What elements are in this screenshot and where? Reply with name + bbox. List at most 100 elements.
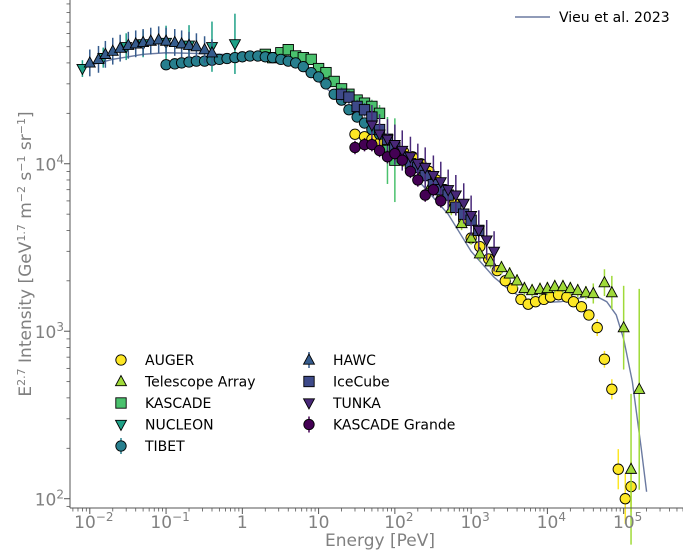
y-tick-label: 102 [35, 488, 64, 511]
legend-item-auger: AUGER [115, 353, 195, 369]
data-point [228, 39, 242, 51]
data-point [366, 139, 378, 151]
x-tick-label: 102 [384, 510, 413, 533]
data-point [435, 195, 447, 207]
data-series-layer [76, 13, 646, 545]
data-point [579, 285, 593, 298]
legend-label: TUNKA [332, 396, 381, 412]
data-point [464, 231, 478, 243]
legend-item-hawc: HAWC [302, 352, 376, 369]
legend-item-tunka: TUNKA [302, 396, 381, 412]
data-point [358, 104, 371, 116]
legend-item-telescope-array: Telescope Array [114, 374, 256, 391]
data-point [396, 154, 408, 166]
series-tunka [365, 105, 501, 272]
axes [69, 0, 683, 509]
data-point [464, 211, 478, 223]
legend-label: IceCube [333, 375, 390, 391]
legend-item-kascade-grande: KASCADE Grande [303, 416, 455, 434]
legend-marker [302, 353, 316, 365]
data-point [473, 246, 487, 259]
data-point [412, 174, 424, 186]
data-point [312, 71, 325, 83]
data-point [598, 353, 611, 365]
legend-model: Vieu et al. 2023 [515, 10, 670, 26]
data-point [606, 383, 618, 395]
legend-model-label: Vieu et al. 2023 [559, 10, 670, 26]
data-point [598, 275, 611, 288]
x-tick-label: 1 [237, 513, 248, 533]
data-point [617, 320, 630, 333]
legend-marker [115, 354, 127, 366]
legend-item-nucleon: NUCLEON [114, 418, 214, 434]
data-point [320, 78, 332, 90]
data-point [612, 463, 624, 475]
data-point [495, 260, 508, 273]
series-hawc [83, 26, 219, 77]
x-tick-label: 10−2 [74, 510, 113, 533]
data-point [619, 493, 631, 505]
data-point [457, 198, 470, 211]
data-point [389, 147, 401, 160]
data-point [575, 301, 588, 313]
legend-marker [114, 419, 128, 432]
data-point [152, 32, 165, 45]
legend-label: TIBET [144, 439, 185, 455]
data-point [556, 279, 570, 292]
data-point [591, 322, 603, 334]
data-point [388, 140, 402, 152]
x-tick-label: 103 [460, 510, 489, 533]
legend-marker [114, 374, 128, 387]
data-point [418, 162, 432, 175]
tick-marks [64, 3, 683, 514]
data-point [434, 177, 447, 189]
legend-label: HAWC [333, 353, 376, 369]
legend-label: KASCADE [145, 396, 211, 412]
data-point [305, 53, 317, 66]
data-point [198, 42, 211, 55]
legend-marker [303, 418, 315, 431]
data-point [472, 225, 485, 238]
data-point [404, 165, 417, 178]
data-point [605, 285, 619, 298]
data-point [404, 152, 417, 164]
data-point [365, 120, 379, 133]
data-point [83, 55, 97, 68]
legend-item-icecube: IceCube [303, 375, 390, 391]
data-point [297, 60, 309, 73]
data-point [510, 273, 524, 286]
x-tick-label: 10 [308, 513, 330, 533]
y-axis-label: E2.7 Intensity [GeV1.7 m−2 s−1 sr−1] [15, 111, 37, 396]
series-auger [349, 128, 637, 524]
data-point [343, 91, 355, 103]
data-point [487, 246, 501, 259]
legend-series: AUGER Telescope Array KASCADE NUCLEON TIBET H… [114, 352, 455, 455]
data-point [449, 190, 463, 203]
data-point [182, 38, 196, 50]
data-point [168, 35, 181, 48]
legend-marker [303, 375, 315, 388]
data-point [205, 45, 219, 58]
data-point [503, 266, 516, 279]
data-point [518, 281, 531, 294]
data-point [633, 382, 646, 394]
series-kascade-grande [349, 137, 447, 208]
data-point [282, 44, 294, 56]
x-tick-label: 105 [613, 510, 642, 533]
data-point [548, 279, 561, 292]
x-tick-label: 104 [537, 510, 566, 533]
data-point [571, 283, 584, 296]
data-point [567, 296, 580, 308]
legend-marker [302, 398, 316, 410]
data-point [190, 39, 203, 52]
data-point [587, 286, 600, 299]
data-point [480, 235, 493, 248]
x-tick-label: 10−1 [150, 510, 189, 533]
data-point [624, 462, 638, 474]
x-axis-label: Energy [PeV] [325, 531, 435, 551]
data-point [349, 128, 361, 140]
series-telescope-array [388, 143, 646, 545]
legend-marker [115, 397, 127, 409]
legend-item-kascade: KASCADE [115, 396, 211, 412]
